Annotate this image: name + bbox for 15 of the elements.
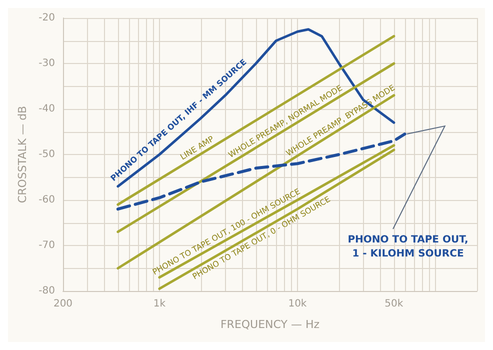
text: PHONO TO TAPE OUT, 1 - KILOHM SOURCE xyxy=(348,234,468,260)
x-tick-label: 50k xyxy=(384,298,404,310)
y-tick-label: -60 xyxy=(38,194,55,206)
y-tick-label: -70 xyxy=(38,240,55,251)
x-tick-label: 1k xyxy=(153,298,166,310)
x-axis-title: FREQUENCY — Hz xyxy=(220,318,320,331)
x-tick-label: 10k xyxy=(288,298,307,310)
y-axis-title: CROSSTALK — dB xyxy=(16,106,29,204)
y-tick-label: -20 xyxy=(38,12,55,24)
x-tick-label: 200 xyxy=(53,298,73,310)
y-tick-label: -40 xyxy=(38,104,55,114)
text: LINE AMP xyxy=(178,134,216,162)
y-tick-label: -50 xyxy=(38,149,55,160)
y-tick-label: -30 xyxy=(38,58,55,69)
y-tick-label: -80 xyxy=(38,286,55,296)
